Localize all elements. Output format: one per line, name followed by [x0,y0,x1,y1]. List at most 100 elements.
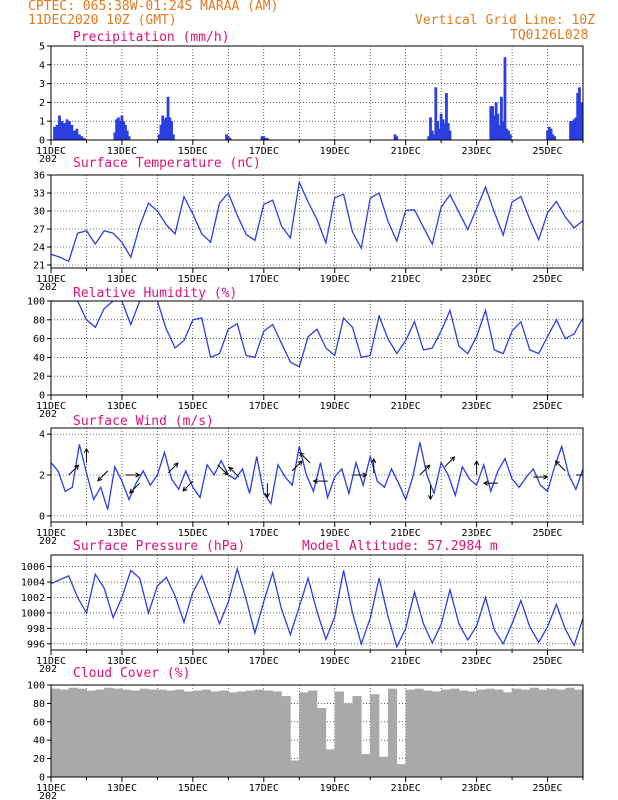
cloud-bar [59,689,70,777]
precip-bar [441,119,445,140]
precip-bar [546,130,549,140]
precip-bar [124,124,127,140]
panel-temperature: 21 24 27 30 33 36 11DEC 13DEC 15DEC 17DEC 19DEC 21D… [33,171,584,293]
series-temperature [51,179,583,263]
cloud-bar [387,688,398,777]
x-tick-label: 15DEC [178,528,208,539]
precip-bar [569,121,572,140]
wind-arrow-head [83,447,90,453]
wind-arrow [419,464,431,476]
header-code: TQ0126L028 [510,28,588,43]
wind-arrow-head [182,486,188,492]
cloud-bar [184,691,194,777]
y-tick-label: 998 [27,624,45,635]
y-tick-label: 1 [39,117,45,128]
cloud-bar [432,691,442,777]
precip-bar [492,115,496,140]
y-tick-label: 40 [33,736,45,747]
x-tick-label: 11DEC [36,783,66,794]
precip-bar [553,136,557,140]
precip-bar [443,123,447,140]
panel-frame [50,300,584,396]
y-tick-label: 0 [39,391,45,402]
cloud-bar [139,688,149,777]
precip-bar [265,138,269,140]
precip-bar [500,96,503,140]
cloud-bar [325,749,336,777]
x-tick-label: 19DEC [320,783,350,794]
y-tick-label: 4 [39,60,45,71]
precip-bar [264,138,267,140]
y-tick-label: 100 [27,297,45,308]
x-tick-label: 13DEC [107,274,137,285]
cloud-bar [494,689,504,777]
wind-arrow-head [362,472,368,478]
precip-bar [432,134,436,140]
cloud-bar [51,688,61,777]
wind-arrow [167,462,179,474]
precip-bar [116,117,120,140]
precip-bar [70,124,74,140]
cloud-bar [503,692,513,777]
x-year-fragment: 202 [39,409,57,420]
series-pressure [51,566,583,649]
wind-arrow-shaft [555,460,566,472]
cloud-bar [441,689,451,777]
cloud-bar [130,690,140,777]
cloud-bar [317,708,327,777]
y-tick-label: 1004 [21,578,45,589]
x-tick-label: 17DEC [249,656,279,667]
x-year-fragment: 202 [39,282,57,293]
panel-title-precip: Precipitation (mm/h) [73,30,230,45]
wind-arrow-shaft [291,460,303,472]
precip-bar [60,121,64,140]
y-tick-label: 80 [33,315,45,326]
wind-arrow-head [223,470,229,476]
y-tick-label: 20 [33,754,45,765]
precip-bar [491,106,494,140]
precip-bar [225,134,228,140]
wind-arrow-head [554,460,560,466]
panel-humidity: 0 20 40 60 80 100 11DEC 13DEC 15DEC 17DEC 19DEC 21D… [27,297,584,420]
cloud-bar [113,688,123,777]
x-tick-label: 13DEC [107,783,137,794]
precip-bar [579,102,583,140]
x-tick-label: 21DEC [391,146,421,157]
x-tick-label: 23DEC [462,783,492,794]
wind-arrow-head [228,466,234,472]
precip-bar [395,136,399,140]
precip-bar [489,106,493,140]
panel-title-wind: Surface Wind (m/s) [73,414,214,429]
wind-arrow [217,464,229,476]
precip-bar [171,134,175,140]
wind-arrow-shaft [217,464,228,475]
wind-arrow-head [299,452,305,458]
wind-arrow-head [543,474,549,480]
cloud-bar [423,690,433,777]
x-tick-label: 25DEC [532,401,562,412]
precip-bar [393,134,397,140]
panel-title-temperature: Surface Temperature (nC) [73,156,261,171]
x-tick-label: 17DEC [249,783,279,794]
precip-bar [429,117,432,140]
y-tick-label: 27 [33,225,45,236]
wind-arrow-shaft [97,470,109,482]
precip-bar [166,96,170,140]
x-year-fragment: 202 [39,536,57,547]
x-tick-label: 21DEC [391,401,421,412]
y-tick-label: 996 [27,639,45,650]
x-tick-label: 13DEC [107,656,137,667]
wind-arrow-head [74,464,80,470]
header-station: CPTEC: 065:38W-01:24S MARAA (AM) [28,0,278,14]
x-tick-label: 13DEC [107,146,137,157]
precip-bar [82,138,86,140]
y-tick-label: 36 [33,171,45,182]
wind-arrow [264,483,270,499]
cloud-bar [467,691,477,777]
precip-bar [113,132,117,140]
x-tick-label: 19DEC [320,274,350,285]
precip-bar [446,123,450,140]
y-tick-label: 60 [33,717,45,728]
cloud-bar [272,691,282,777]
wind-arrow-head [297,460,303,466]
